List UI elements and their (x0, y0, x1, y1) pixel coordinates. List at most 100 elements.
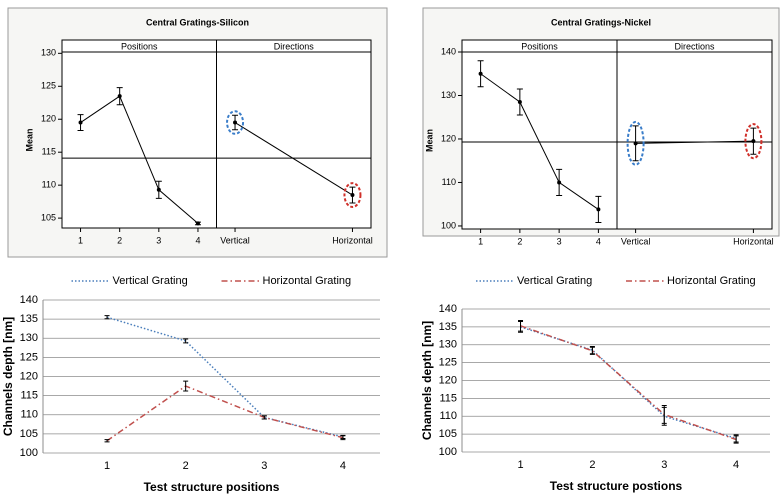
mean-point (156, 187, 161, 192)
x-tick-label: 2 (589, 459, 595, 471)
x-tick-label: Horizontal (733, 236, 774, 246)
highlight-ellipse (343, 182, 362, 208)
x-axis-label: Test structure positions (144, 480, 280, 494)
legend-label: Horizontal Grating (667, 275, 756, 287)
y-tick-label: 140 (20, 294, 38, 306)
x-axis-label: Test structure postions (550, 479, 683, 493)
y-tick-label: 125 (20, 351, 38, 363)
error-bar (733, 435, 739, 444)
highlight-ellipse (626, 120, 645, 166)
x-tick-label: 1 (78, 235, 83, 245)
y-tick-label: 110 (20, 409, 38, 421)
x-tick-label: 1 (478, 236, 483, 246)
legend-label: Horizontal Grating (263, 275, 352, 287)
effect-line (635, 140, 754, 144)
x-tick-label: 4 (733, 459, 739, 471)
error-bar (661, 405, 667, 424)
panel-title: Positions (521, 41, 558, 51)
highlight-ellipse (226, 110, 245, 135)
x-tick-label: 3 (557, 236, 562, 246)
x-tick-label: Vertical (220, 235, 250, 245)
y-tick-label: 135 (20, 313, 38, 325)
legend-label: Vertical Grating (113, 275, 188, 287)
x-tick-label: 3 (261, 460, 267, 472)
x-tick-label: 3 (661, 459, 667, 471)
mean-point (233, 120, 238, 125)
error-bar (104, 315, 110, 320)
series-line (106, 385, 344, 442)
y-tick-label: 120 (41, 114, 56, 124)
mean-point (596, 207, 601, 212)
y-tick-label: 105 (41, 212, 56, 222)
error-bar (104, 439, 110, 443)
chart-title: Central Gratings-Nickel (551, 17, 651, 27)
x-tick-label: 2 (517, 236, 522, 246)
mean-point (517, 100, 522, 105)
y-axis-label: Channels depth [nm] (420, 321, 434, 440)
error-bar (340, 435, 346, 441)
y-axis-label: Mean (424, 129, 434, 152)
y-tick-label: 100 (20, 447, 38, 459)
series-line (106, 316, 344, 438)
effect-line (234, 122, 353, 196)
x-tick-label: 3 (156, 235, 161, 245)
panel-title: Directions (674, 41, 715, 51)
x-tick-label: 1 (517, 459, 523, 471)
effect-line (80, 95, 199, 224)
y-axis-label: Mean (24, 128, 34, 151)
y-tick-label: 135 (439, 321, 457, 333)
mean-point (478, 71, 483, 76)
x-tick-label: 2 (183, 460, 189, 472)
y-tick-label: 100 (439, 446, 457, 458)
series-line (520, 325, 737, 441)
y-tick-label: 120 (441, 133, 456, 143)
panel-title: Positions (121, 41, 158, 51)
y-tick-label: 120 (439, 374, 457, 386)
x-tick-label: 4 (340, 460, 346, 472)
x-tick-label: 4 (596, 236, 601, 246)
error-bar (261, 415, 267, 420)
y-tick-label: 115 (42, 147, 56, 157)
mean-point (117, 94, 122, 99)
y-tick-label: 125 (41, 81, 56, 91)
y-tick-label: 140 (439, 303, 457, 315)
x-tick-label: 1 (104, 460, 110, 472)
mean-point (350, 193, 355, 198)
y-tick-label: 130 (439, 339, 457, 351)
y-tick-label: 130 (441, 90, 456, 100)
legend-label: Vertical Grating (517, 275, 592, 287)
y-tick-label: 110 (442, 177, 456, 187)
error-bar (183, 380, 189, 392)
x-tick-label: Vertical (621, 236, 651, 246)
y-tick-label: 130 (41, 48, 56, 58)
y-tick-label: 140 (441, 46, 456, 56)
y-tick-label: 105 (20, 428, 38, 440)
x-tick-label: 2 (117, 235, 122, 245)
y-tick-label: 105 (439, 428, 457, 440)
panel-title: Directions (274, 41, 315, 51)
x-tick-label: 4 (195, 235, 200, 245)
mean-point (557, 180, 562, 185)
y-tick-label: 115 (20, 390, 38, 402)
y-tick-label: 125 (439, 357, 457, 369)
y-tick-label: 100 (441, 220, 456, 230)
highlight-ellipse (744, 123, 763, 160)
error-bar (183, 338, 189, 344)
mean-point (195, 221, 200, 226)
y-tick-label: 110 (439, 410, 457, 422)
mean-point (78, 120, 83, 125)
mean-point (633, 141, 638, 146)
x-tick-label: Horizontal (332, 235, 373, 245)
y-axis-label: Channels depth [nm] (1, 317, 15, 436)
error-bar (518, 319, 524, 332)
y-tick-label: 115 (439, 392, 457, 404)
effect-line (480, 73, 599, 210)
series-line (520, 326, 737, 440)
y-tick-label: 120 (20, 370, 38, 382)
error-bar (589, 346, 595, 355)
chart-title: Central Gratings-Silicon (146, 17, 249, 27)
mean-point (751, 139, 756, 144)
y-tick-label: 130 (20, 332, 38, 344)
